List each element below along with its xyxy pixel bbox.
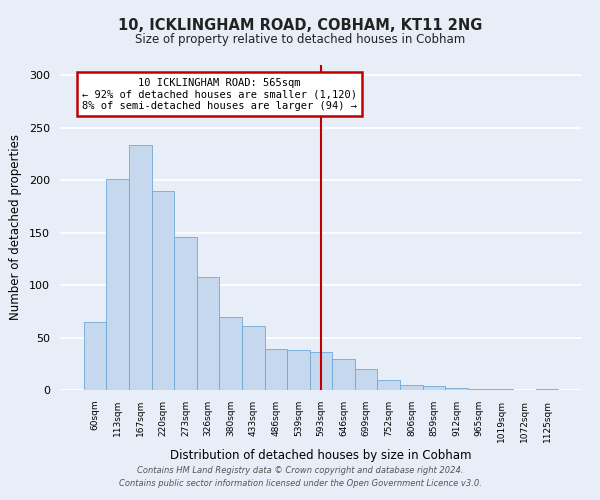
Bar — [355, 369, 377, 390]
Bar — [152, 191, 174, 390]
Bar — [490, 389, 513, 390]
Text: Size of property relative to detached houses in Cobham: Size of property relative to detached ho… — [135, 32, 465, 46]
Bar — [84, 322, 106, 390]
Bar — [332, 358, 355, 390]
Bar — [106, 180, 129, 390]
Bar — [220, 316, 242, 390]
Text: 10 ICKLINGHAM ROAD: 565sqm
← 92% of detached houses are smaller (1,120)
8% of se: 10 ICKLINGHAM ROAD: 565sqm ← 92% of deta… — [82, 78, 357, 111]
Bar — [265, 349, 287, 390]
Bar — [422, 386, 445, 390]
Bar — [400, 385, 422, 390]
Bar — [287, 350, 310, 390]
Bar — [468, 389, 490, 390]
Bar — [197, 277, 220, 390]
Bar — [242, 326, 265, 390]
Bar — [310, 352, 332, 390]
Bar — [174, 237, 197, 390]
Text: 10, ICKLINGHAM ROAD, COBHAM, KT11 2NG: 10, ICKLINGHAM ROAD, COBHAM, KT11 2NG — [118, 18, 482, 32]
Bar — [129, 144, 152, 390]
Bar — [536, 389, 558, 390]
Bar — [377, 380, 400, 390]
X-axis label: Distribution of detached houses by size in Cobham: Distribution of detached houses by size … — [170, 449, 472, 462]
Text: Contains HM Land Registry data © Crown copyright and database right 2024.
Contai: Contains HM Land Registry data © Crown c… — [119, 466, 481, 487]
Y-axis label: Number of detached properties: Number of detached properties — [9, 134, 22, 320]
Bar — [445, 388, 468, 390]
